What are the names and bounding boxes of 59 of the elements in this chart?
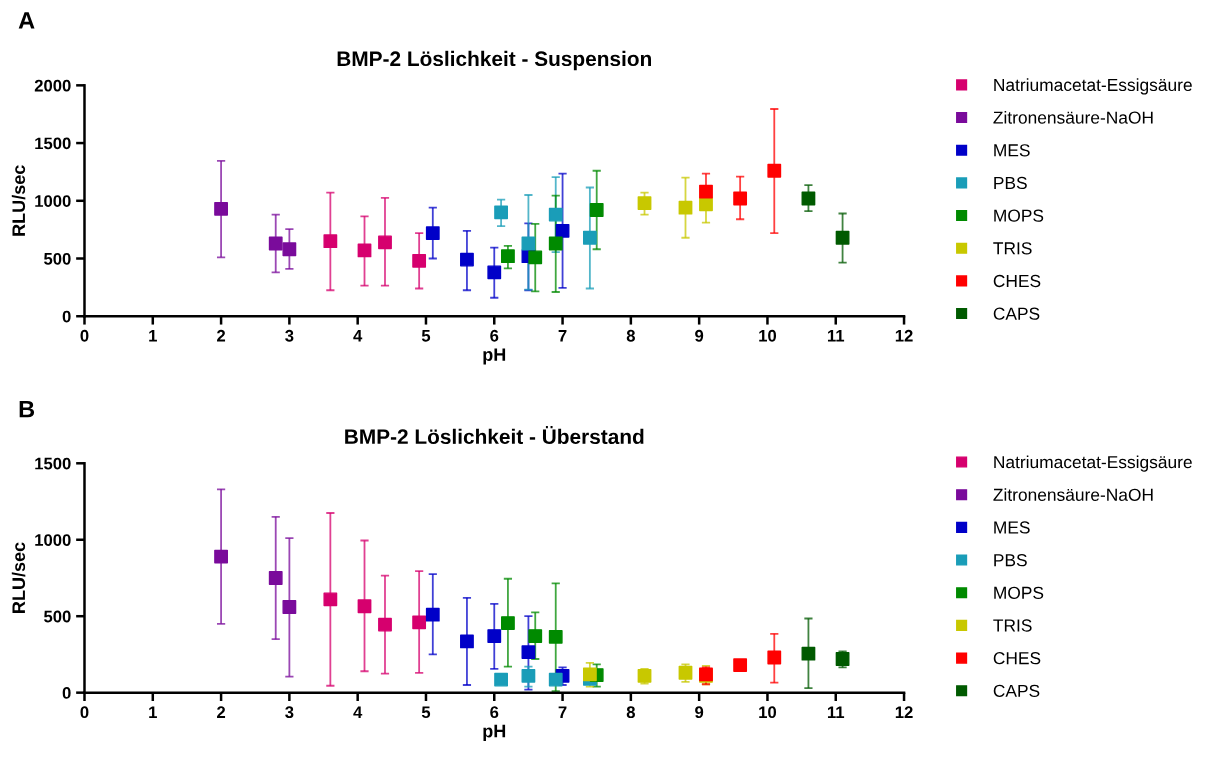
x-tick-label: 2 xyxy=(217,329,226,342)
y-tick-label: 500 xyxy=(44,610,71,623)
legend-label: MOPS xyxy=(994,209,1044,222)
x-tick-label: 1 xyxy=(149,706,157,718)
x-tick-label: 3 xyxy=(285,329,294,342)
x-tick-label: 10 xyxy=(759,329,777,342)
y-axis-title: RLU/sec xyxy=(11,542,26,613)
x-tick-label: 0 xyxy=(80,329,89,342)
legend-label: CAPS xyxy=(993,684,1040,698)
y-tick-label: 2000 xyxy=(34,79,71,92)
x-tick-label: 3 xyxy=(285,706,294,719)
y-tick-label: 1000 xyxy=(35,195,71,207)
x-tick-label: 11 xyxy=(827,330,845,342)
legend-label: Natriumacetat-Essigsäure xyxy=(994,455,1192,472)
y-axis-title: RLU/sec xyxy=(11,165,26,236)
legend-label: MES xyxy=(994,144,1030,157)
y-tick-label: 1000 xyxy=(35,534,71,546)
y-tick-label: 0 xyxy=(62,687,71,699)
x-tick-label: 0 xyxy=(80,706,89,719)
x-tick-label: 5 xyxy=(421,330,431,342)
x-tick-label: 4 xyxy=(353,330,363,342)
x-axis-title: pH xyxy=(483,724,506,741)
legend-label: Zitronensäure-NaOH xyxy=(993,111,1153,124)
legend-label: PBS xyxy=(994,176,1027,190)
x-tick-label: 2 xyxy=(217,706,226,718)
x-tick-label: 9 xyxy=(695,706,704,719)
x-tick-label: 1 xyxy=(149,330,157,342)
legend-label: TRIS xyxy=(993,619,1032,632)
y-tick-label: 500 xyxy=(44,252,71,265)
x-tick-label: 12 xyxy=(895,706,913,718)
legend-label: PBS xyxy=(994,554,1027,567)
legend-label: TRIS xyxy=(993,242,1032,255)
legend-label: CHES xyxy=(993,274,1041,288)
x-tick-label: 9 xyxy=(695,329,704,342)
x-tick-label: 12 xyxy=(895,329,913,342)
legend-label: Zitronensäure-NaOH xyxy=(993,488,1153,501)
legend-label: CAPS xyxy=(993,307,1040,320)
text: A xyxy=(18,12,35,29)
y-tick-label: 1500 xyxy=(35,137,71,150)
chart-title: BMP-2 Löslichkeit - Suspension xyxy=(337,50,651,71)
x-tick-label: 7 xyxy=(558,706,567,718)
legend-label: Natriumacetat-Essigsäure xyxy=(994,78,1192,95)
x-tick-label: 8 xyxy=(626,329,635,342)
legend-label: MES xyxy=(994,521,1030,534)
x-axis-title: pH xyxy=(483,348,506,365)
legend-label: CHES xyxy=(993,652,1041,665)
x-tick-label: 11 xyxy=(827,706,845,718)
chart-title: BMP-2 Löslichkeit - Überstand xyxy=(345,426,644,445)
y-tick-label: 0 xyxy=(62,310,71,323)
x-tick-label: 6 xyxy=(490,706,499,719)
x-tick-label: 5 xyxy=(421,706,431,719)
x-tick-label: 6 xyxy=(490,329,499,342)
x-tick-label: 10 xyxy=(759,706,777,719)
text: B xyxy=(19,400,35,418)
x-tick-label: 8 xyxy=(626,706,635,719)
x-tick-label: 4 xyxy=(353,706,363,718)
legend-label: MOPS xyxy=(994,586,1044,599)
y-tick-label: 1500 xyxy=(35,457,71,470)
x-tick-label: 7 xyxy=(558,330,567,342)
